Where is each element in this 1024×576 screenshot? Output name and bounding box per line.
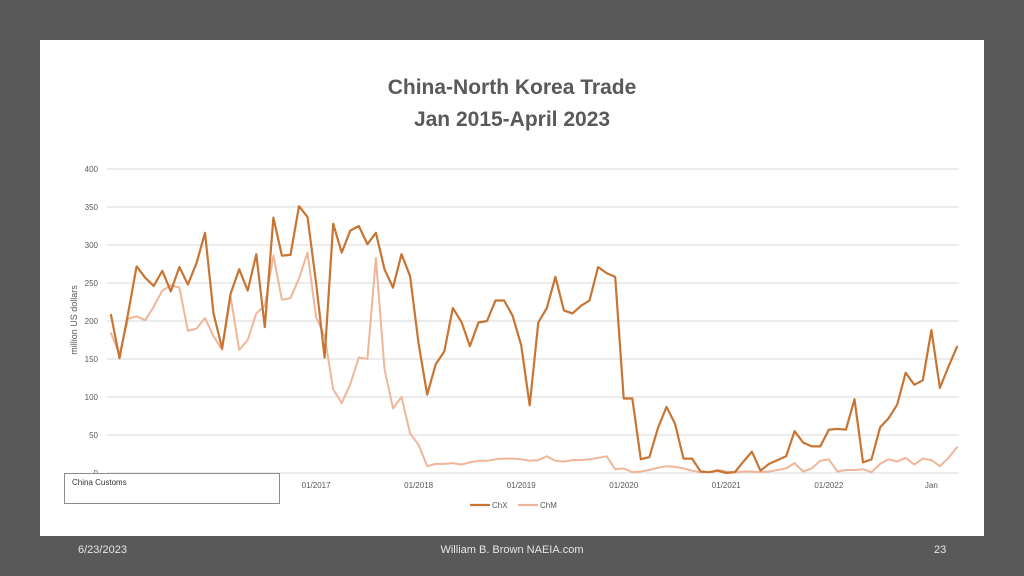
x-axis-ticks: 01/2017 01/2018 01/2019 01/2020 01/2021 01/20… [302,481,938,490]
legend-label-chx: ChX [492,501,508,510]
y-tick-label: 300 [85,241,99,250]
y-tick-label: 200 [85,317,99,326]
series-lines [109,205,959,475]
line-chart: 050100150200250300350400 01/201701/20180… [69,165,959,510]
y-tick-label: 150 [85,355,99,364]
legend-label-chm: ChM [540,501,557,510]
x-tick-label: 01/2017 [302,481,331,490]
legend: ChX ChM [470,501,557,510]
chart-title: China-North Korea Trade [387,76,637,99]
series-line-chx [109,205,959,475]
y-tick-label: 400 [85,165,99,174]
y-tick-label: 350 [85,203,99,212]
source-note-box: China Customs [64,473,280,504]
y-axis-ticks: 050100150200250300350400 [85,165,99,478]
y-tick-label: 100 [85,393,99,402]
y-tick-label: 50 [89,431,98,440]
footer-author: William B. Brown NAEIA.com [440,544,584,556]
footer-date: 6/23/2023 [78,544,127,556]
x-tick-label: Jan [925,481,938,490]
slide-number: 23 [934,544,947,556]
x-tick-label: 01/2020 [609,481,638,490]
x-tick-label: 01/2019 [507,481,536,490]
y-axis-label: million US dollars [69,285,79,355]
chart-subtitle: Jan 2015-April 2023 [413,108,611,131]
x-tick-label: 01/2018 [404,481,433,490]
y-tick-label: 250 [85,279,99,288]
x-tick-label: 01/2021 [712,481,741,490]
series-line-chm [110,251,958,474]
slide-panel: China-North Korea Trade Jan 2015-April 2… [40,40,984,536]
source-note: China Customs [72,478,127,487]
x-tick-label: 01/2022 [814,481,843,490]
